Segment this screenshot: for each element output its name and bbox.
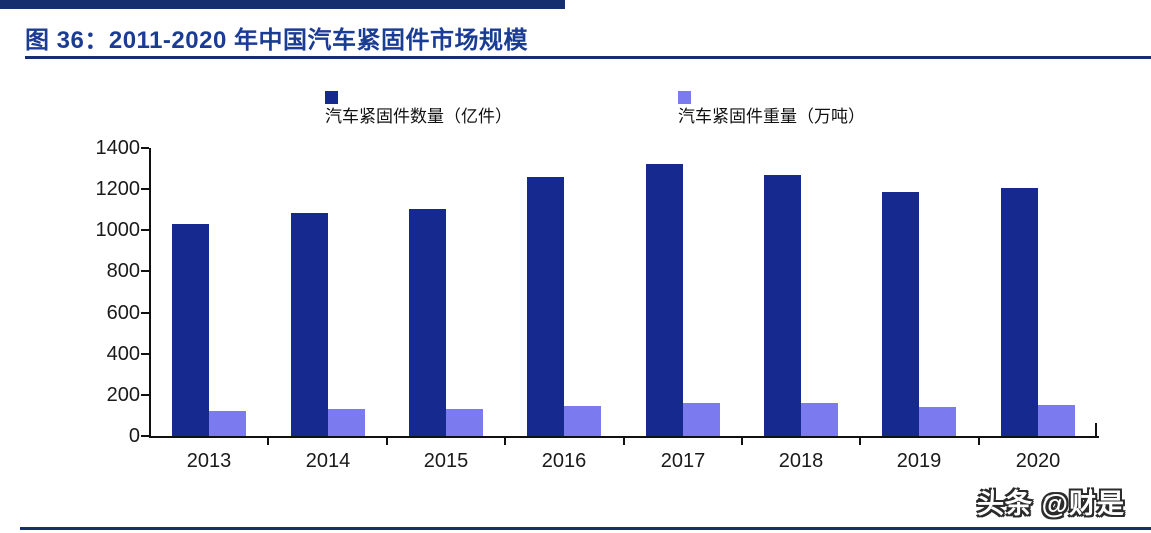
bar-weight-2019	[919, 407, 956, 436]
y-tick-label: 1400	[95, 137, 141, 159]
figure-title: 图 36：2011-2020 年中国汽车紧固件市场规模	[25, 27, 528, 54]
bar-quantity-2019	[882, 192, 919, 436]
legend-label: 汽车紧固件重量（万吨）	[678, 107, 865, 126]
y-tick	[141, 229, 149, 232]
y-tick-label: 200	[106, 383, 140, 406]
y-tick	[141, 352, 149, 355]
y-tick	[141, 147, 149, 149]
x-category-label: 2019	[896, 450, 942, 472]
y-tick-label: 800	[106, 260, 140, 283]
y-tick-label: 0	[128, 425, 140, 447]
bar-weight-2017	[683, 403, 720, 436]
x-tick	[977, 438, 980, 445]
legend-swatch-weight	[678, 91, 691, 104]
y-tick-label: 600	[106, 301, 140, 324]
x-tick	[385, 438, 388, 445]
bar-weight-2014	[328, 409, 365, 436]
x-category-label: 2020	[1015, 450, 1061, 472]
x-tick	[504, 438, 507, 445]
bar-weight-2018	[801, 403, 838, 436]
y-tick-label: 400	[106, 342, 140, 365]
x-category-label: 2013	[186, 450, 232, 472]
bar-weight-2013	[209, 411, 246, 436]
x-category-label: 2015	[423, 450, 469, 472]
bottom-rule	[20, 527, 1151, 530]
x-tick	[622, 438, 625, 445]
legend-swatch-quantity	[325, 91, 338, 104]
y-tick-label: 1000	[95, 219, 141, 242]
legend-label: 汽车紧固件数量（亿件）	[325, 107, 512, 126]
watermark: 头条 @财是	[977, 489, 1125, 519]
x-category-label: 2018	[778, 450, 824, 472]
bar-quantity-2014	[291, 213, 328, 436]
x-tick	[740, 438, 743, 445]
bar-quantity-2015	[409, 209, 446, 436]
top-accent-bar	[0, 0, 565, 9]
bar-quantity-2020	[1001, 188, 1038, 436]
legend-item: 汽车紧固件数量（亿件）	[325, 90, 512, 125]
bar-quantity-2016	[527, 177, 564, 436]
x-category-label: 2017	[660, 450, 706, 472]
y-tick-label: 1200	[95, 178, 141, 201]
x-axis-line	[149, 436, 1099, 438]
bar-quantity-2017	[646, 164, 683, 436]
y-tick	[141, 393, 149, 396]
y-tick	[141, 435, 149, 437]
x-category-label: 2016	[541, 450, 587, 472]
y-tick	[141, 188, 149, 191]
x-tick	[267, 438, 270, 445]
y-axis-line	[149, 148, 151, 438]
title-underline	[25, 56, 1151, 59]
bar-quantity-2013	[172, 224, 209, 436]
y-tick	[141, 270, 149, 273]
y-tick	[141, 311, 149, 314]
bar-weight-2020	[1038, 405, 1075, 436]
x-axis-end-tick	[1095, 423, 1097, 436]
x-category-label: 2014	[305, 450, 351, 472]
x-tick	[859, 438, 862, 445]
bar-weight-2016	[564, 406, 601, 436]
bar-quantity-2018	[764, 175, 801, 436]
bar-weight-2015	[446, 409, 483, 436]
legend-item: 汽车紧固件重量（万吨）	[678, 90, 865, 125]
